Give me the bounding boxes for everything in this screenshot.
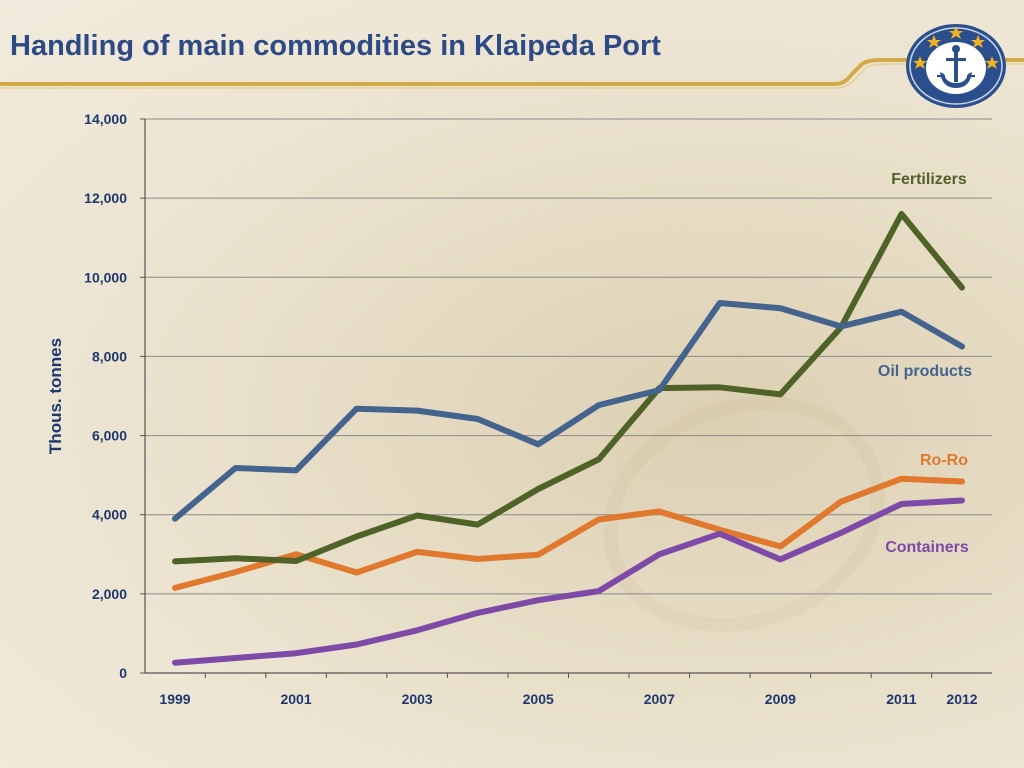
x-tick-label: 2005 <box>523 691 554 707</box>
series-line-fertilizers <box>172 211 965 565</box>
series-label-containers: Containers <box>885 539 969 556</box>
series-label-oil-products: Oil products <box>878 363 972 380</box>
y-tick-label: 2,000 <box>92 586 127 602</box>
y-tick-label: 6,000 <box>92 428 127 444</box>
x-tick-label: 2007 <box>644 691 675 707</box>
series-label-fertilizers: Fertilizers <box>891 171 967 188</box>
x-tick-label: 2001 <box>280 691 311 707</box>
series-line-containers <box>172 497 965 666</box>
x-tick-label: 2003 <box>402 691 433 707</box>
y-tick-label: 8,000 <box>92 348 127 364</box>
x-tick-label: 1999 <box>159 691 190 707</box>
anchor-with-stars-emblem-icon <box>906 24 1006 108</box>
series-label-ro-ro: Ro-Ro <box>920 452 968 469</box>
y-tick-label: 4,000 <box>92 507 127 523</box>
title-underline-rule <box>0 58 1024 89</box>
series-line-oil-products <box>172 300 965 522</box>
y-tick-label: 12,000 <box>84 190 127 206</box>
x-tick-label: 2012 <box>946 691 977 707</box>
y-tick-label: 0 <box>119 665 127 681</box>
y-tick-label: 14,000 <box>84 111 127 127</box>
y-tick-label: 10,000 <box>84 269 127 285</box>
page-title: Handling of main commodities in Klaipeda… <box>10 30 661 62</box>
x-tick-label: 2009 <box>765 691 796 707</box>
y-axis-label: Thous. tonnes <box>46 338 65 454</box>
x-tick-label: 2011 <box>886 691 917 707</box>
